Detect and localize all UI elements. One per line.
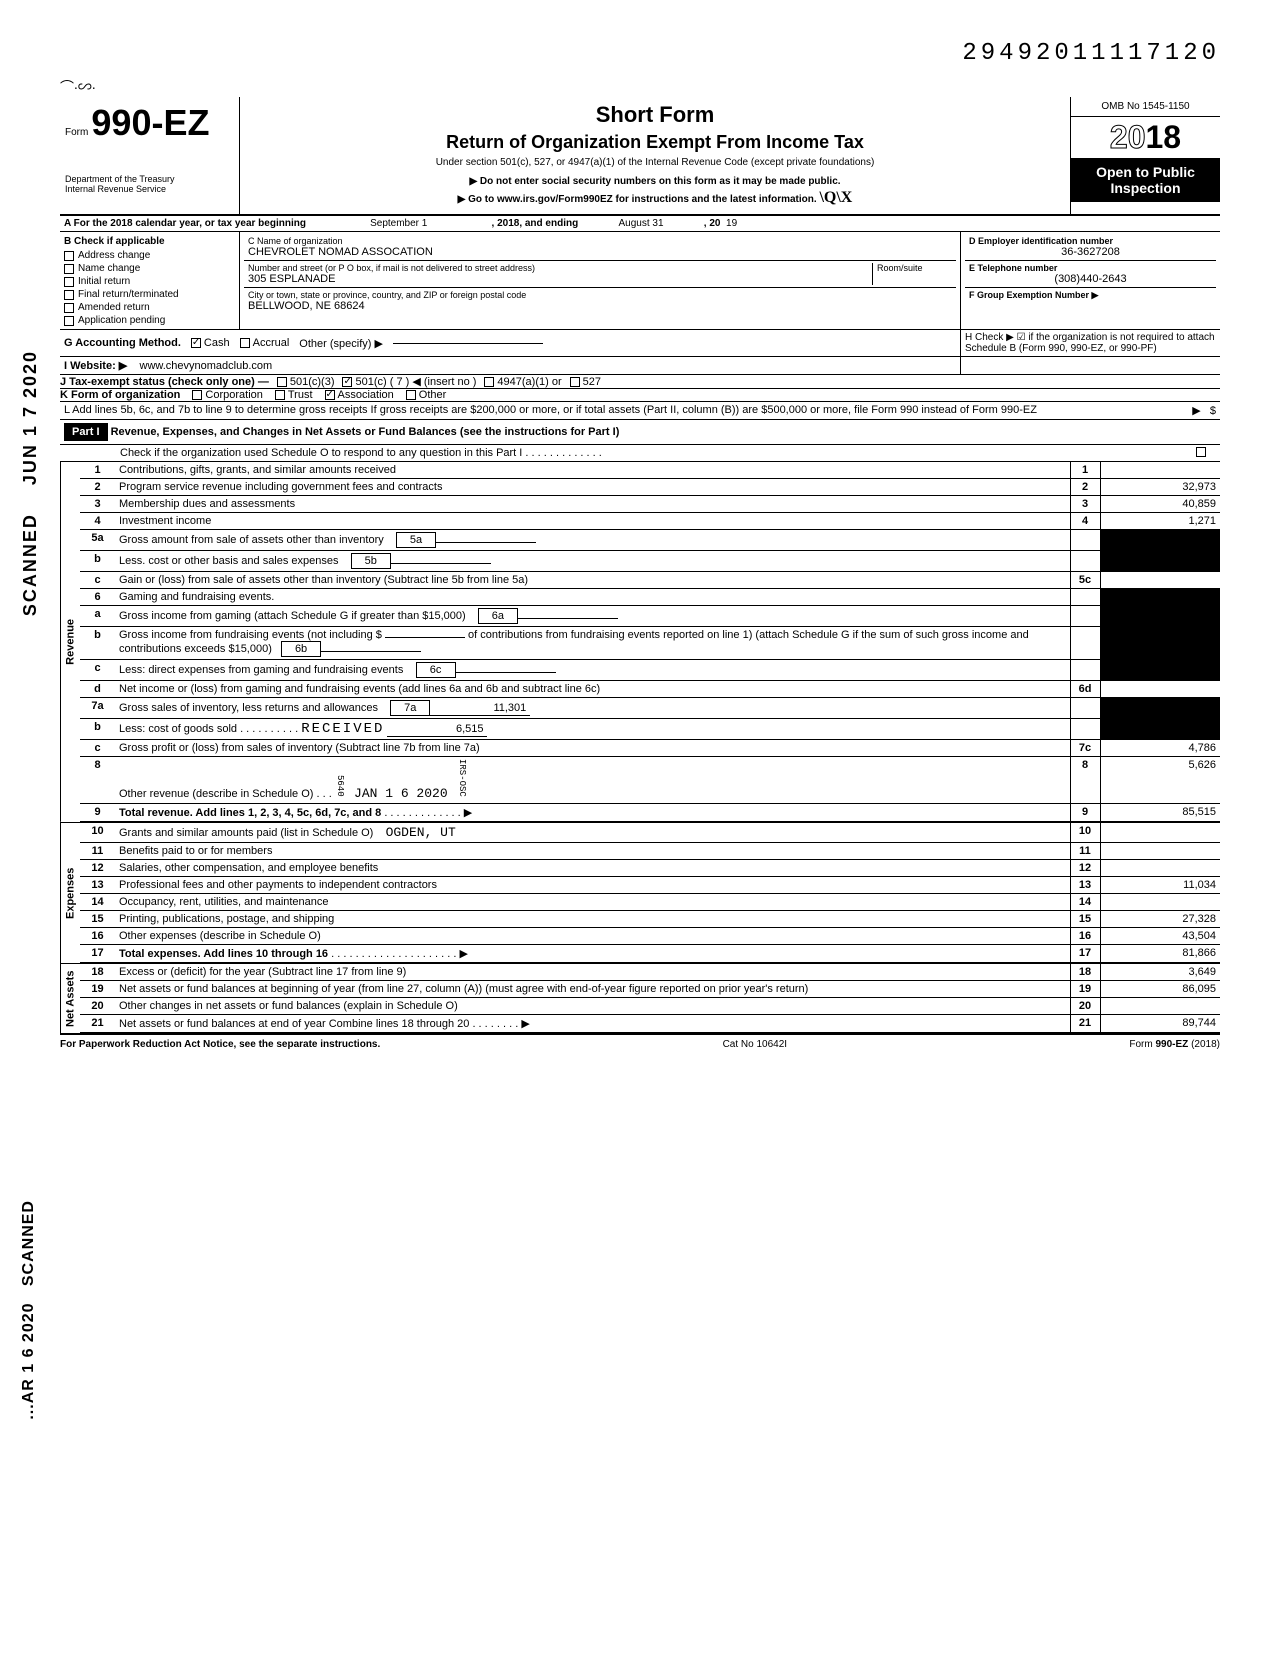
dept-label: Department of the Treasury Internal Reve… (65, 174, 234, 194)
addr-label: Number and street (or P O box, if mail i… (248, 263, 872, 273)
cb-cash[interactable]: Cash (191, 337, 230, 349)
cb-trust[interactable]: Trust (275, 389, 313, 401)
line-17: 17Total expenses. Add lines 10 through 1… (80, 944, 1220, 962)
title-under: Under section 501(c), 527, or 4947(a)(1)… (250, 157, 1060, 168)
phone-value: (308)440-2643 (969, 273, 1212, 285)
cb-assoc[interactable]: Association (325, 389, 394, 401)
city-value: BELLWOOD, NE 68624 (248, 300, 952, 312)
line-14: 14Occupancy, rent, utilities, and mainte… (80, 893, 1220, 910)
cb-address-change[interactable]: Address change (64, 249, 235, 262)
line-6a: aGross income from gaming (attach Schedu… (80, 606, 1220, 627)
revenue-label: Revenue (60, 462, 80, 822)
org-info-row: B Check if applicable Address change Nam… (60, 232, 1220, 330)
section-l-row: L Add lines 5b, 6c, and 7b to line 9 to … (60, 402, 1220, 420)
footer-right: Form 990-EZ (2018) (1129, 1039, 1220, 1050)
netassets-section: Net Assets 18Excess or (deficit) for the… (60, 964, 1220, 1035)
cb-501c[interactable]: 501(c) ( 7 ) ◀ (insert no ) (342, 375, 476, 388)
cb-4947[interactable]: 4947(a)(1) or (484, 376, 561, 388)
line-5c: cGain or (loss) from sale of assets othe… (80, 572, 1220, 589)
expenses-section: Expenses 10Grants and similar amounts pa… (60, 823, 1220, 964)
section-h: H Check ▶ ☑ if the organization is not r… (960, 330, 1220, 356)
line-1: 1Contributions, gifts, grants, and simil… (80, 462, 1220, 479)
title-short: Short Form (250, 102, 1060, 128)
line-16: 16Other expenses (describe in Schedule O… (80, 927, 1220, 944)
title-goto: ▶ Go to www.irs.gov/Form990EZ for instru… (250, 189, 1060, 207)
scanned-stamp-2: ...AR 1 6 2020 SCANNED (20, 1200, 38, 1420)
omb-number: OMB No 1545-1150 (1071, 97, 1220, 117)
document-id: 29492011117120 (60, 40, 1220, 67)
cb-501c3[interactable]: 501(c)(3) (277, 376, 335, 388)
website-value: www.chevynomadclub.com (140, 360, 273, 372)
form-label: Form (65, 127, 88, 138)
part1-check: Check if the organization used Schedule … (60, 445, 1220, 462)
line-7a: 7aGross sales of inventory, less returns… (80, 698, 1220, 719)
line-6d: dNet income or (loss) from gaming and fu… (80, 681, 1220, 698)
addr-value: 305 ESPLANADE (248, 273, 872, 285)
line-21: 21Net assets or fund balances at end of … (80, 1014, 1220, 1032)
section-c-label: C Name of organization (248, 236, 952, 246)
ein-value: 36-3627208 (969, 246, 1212, 258)
line-9: 9Total revenue. Add lines 1, 2, 3, 4, 5c… (80, 803, 1220, 821)
cb-527[interactable]: 527 (570, 376, 601, 388)
line-2: 2Program service revenue including gover… (80, 479, 1220, 496)
scanned-stamp: SCANNED JUN 1 7 2020 (20, 350, 41, 616)
tax-year: 2018 (1071, 117, 1220, 158)
squiggle-mark: ⌒∙∽∙ (60, 77, 1220, 97)
cb-name-change[interactable]: Name change (64, 262, 235, 275)
room-label: Room/suite (877, 263, 952, 273)
section-g-row: G Accounting Method. Cash Accrual Other … (60, 330, 1220, 357)
line-5b: bLess. cost or other basis and sales exp… (80, 551, 1220, 572)
section-d-label: D Employer identification number (969, 236, 1212, 246)
line-19: 19Net assets or fund balances at beginni… (80, 980, 1220, 997)
public-inspection: Open to Public Inspection (1071, 158, 1220, 202)
footer: For Paperwork Reduction Act Notice, see … (60, 1035, 1220, 1050)
line-6c: cLess: direct expenses from gaming and f… (80, 660, 1220, 681)
line-6b: bGross income from fundraising events (n… (80, 627, 1220, 660)
line-10: 10Grants and similar amounts paid (list … (80, 823, 1220, 843)
line-6: 6Gaming and fundraising events. (80, 589, 1220, 606)
cb-accrual[interactable]: Accrual (240, 337, 290, 349)
title-warn: ▶ Do not enter social security numbers o… (250, 176, 1060, 187)
section-b-header: B Check if applicable (64, 234, 235, 249)
line-3: 3Membership dues and assessments340,859 (80, 496, 1220, 513)
section-f-label: F Group Exemption Number ▶ (969, 290, 1212, 301)
line-5a: 5aGross amount from sale of assets other… (80, 530, 1220, 551)
section-a: A For the 2018 calendar year, or tax yea… (60, 216, 1220, 232)
section-k-row: K Form of organization Corporation Trust… (60, 389, 1220, 402)
footer-left: For Paperwork Reduction Act Notice, see … (60, 1039, 380, 1050)
city-label: City or town, state or province, country… (248, 290, 952, 300)
line-7b: bLess: cost of goods sold . . . . . . . … (80, 719, 1220, 740)
netassets-label: Net Assets (60, 964, 80, 1033)
form-header: Form 990-EZ Department of the Treasury I… (60, 97, 1220, 216)
cb-initial-return[interactable]: Initial return (64, 275, 235, 288)
revenue-section: Revenue 1Contributions, gifts, grants, a… (60, 462, 1220, 823)
line-15: 15Printing, publications, postage, and s… (80, 910, 1220, 927)
cb-amended[interactable]: Amended return (64, 301, 235, 314)
line-13: 13Professional fees and other payments t… (80, 876, 1220, 893)
cb-other[interactable]: Other (406, 389, 447, 401)
form-number: 990-EZ (91, 102, 209, 143)
line-7c: cGross profit or (loss) from sales of in… (80, 740, 1220, 757)
section-i-row: I Website: ▶ www.chevynomadclub.com (60, 357, 1220, 375)
section-j-row: J Tax-exempt status (check only one) — 5… (60, 375, 1220, 389)
line-11: 11Benefits paid to or for members11 (80, 842, 1220, 859)
footer-mid: Cat No 10642I (723, 1039, 788, 1050)
cb-corp[interactable]: Corporation (192, 389, 262, 401)
part1-header: Part I Revenue, Expenses, and Changes in… (60, 420, 1220, 445)
org-name: CHEVROLET NOMAD ASSOCATION (248, 246, 952, 258)
section-e-label: E Telephone number (969, 263, 1212, 273)
line-4: 4Investment income41,271 (80, 513, 1220, 530)
line-20: 20Other changes in net assets or fund ba… (80, 997, 1220, 1014)
title-main: Return of Organization Exempt From Incom… (250, 132, 1060, 153)
line-18: 18Excess or (deficit) for the year (Subt… (80, 964, 1220, 981)
cb-final-return[interactable]: Final return/terminated (64, 288, 235, 301)
line-8: 8Other revenue (describe in Schedule O) … (80, 757, 1220, 804)
line-12: 12Salaries, other compensation, and empl… (80, 859, 1220, 876)
expenses-label: Expenses (60, 823, 80, 963)
cb-pending[interactable]: Application pending (64, 314, 235, 327)
